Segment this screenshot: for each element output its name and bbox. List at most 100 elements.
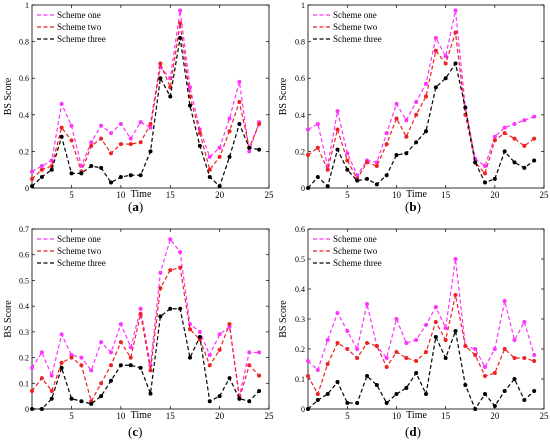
series-3-point (483, 180, 487, 185)
y-tick-label: 0.8 (295, 38, 305, 47)
series-3-point (404, 386, 409, 390)
series-2-point (365, 341, 369, 345)
plot-frame (31, 228, 270, 410)
x-tick-label: 15 (166, 190, 176, 200)
series-3-point (207, 175, 212, 180)
series-3-point (247, 399, 252, 404)
series-3-point (188, 103, 192, 108)
series-1-point (39, 164, 44, 169)
x-axis-label: Time (406, 410, 427, 421)
series-3-point (463, 105, 468, 110)
x-tick-label: 10 (392, 411, 402, 421)
series-3-point (237, 121, 242, 126)
x-tick-label: 20 (215, 190, 225, 200)
series-2-point (128, 142, 133, 147)
x-tick-label: 15 (166, 411, 176, 421)
series-2-point (492, 371, 497, 375)
series-2-point (197, 131, 202, 136)
series-1-point (109, 131, 113, 136)
series-3-point (109, 378, 113, 383)
series-3-point (30, 407, 34, 411)
series-1-point (335, 311, 340, 315)
series-2-point (257, 373, 262, 378)
series-1-point (492, 134, 497, 139)
series-1-point (178, 8, 183, 13)
series-1-point (79, 355, 84, 360)
series-3-point (473, 160, 478, 165)
series-2-point (49, 389, 54, 393)
series-1-point (207, 353, 212, 357)
series-2-point (217, 154, 222, 159)
series-3-point (325, 184, 330, 189)
series-1-point (522, 118, 527, 123)
series-2-point (374, 164, 379, 169)
series-3-point (207, 399, 212, 404)
legend-label-2: Scheme two (57, 246, 102, 256)
series-2-point (512, 356, 517, 360)
series-3-point (257, 389, 262, 393)
series-3-point (227, 154, 232, 159)
y-tick-label: 0.2 (19, 147, 29, 156)
series-1-point (453, 8, 458, 13)
series-1-point (512, 338, 517, 342)
series-3-point (374, 182, 379, 187)
series-1-point (424, 81, 428, 86)
chart-panel-c: 5 10 15 20 25 0 0.1 0.2 0.3 0.4 0.5 0.6 0.7 Time BS Sc… (0, 222, 275, 447)
series-3-point (433, 85, 438, 90)
series-1-point (355, 347, 360, 351)
series-3-point (99, 165, 104, 170)
series-1-point (414, 338, 419, 342)
series-3-point (394, 153, 399, 158)
series-2-point (158, 61, 163, 66)
series-3-point (483, 392, 487, 396)
x-tick-label: 10 (116, 411, 126, 421)
series-1-point (492, 347, 497, 351)
series-2-point (59, 360, 64, 365)
series-2-point (207, 167, 212, 172)
series-2-point (365, 160, 369, 165)
series-1-point (69, 123, 74, 128)
series-3-point (99, 394, 104, 399)
series-1-point (99, 340, 104, 345)
legend-label-2: Scheme two (333, 246, 378, 256)
series-3-point (89, 164, 94, 169)
series-1-point (118, 121, 123, 126)
series-1-point (247, 350, 252, 355)
y-axis-label: BS Score (3, 300, 14, 338)
series-3-point (109, 180, 113, 185)
y-tick-label: 0.2 (295, 147, 305, 156)
series-1-point (483, 365, 487, 369)
series-3-point (532, 158, 537, 163)
chart-panel-d: 5 10 15 20 25 0 0.1 0.2 0.3 0.4 0.5 0.6 Time BS Score… (275, 222, 550, 447)
series-1-point (217, 145, 222, 150)
series-3-point (138, 365, 143, 370)
series-1-point (89, 140, 94, 145)
series-3-point (355, 401, 360, 405)
y-tick-label: 0.4 (19, 302, 29, 311)
y-tick-label: 0.3 (295, 315, 305, 324)
series-3-point (502, 149, 507, 154)
series-3-point (49, 167, 54, 172)
series-1-point (414, 99, 419, 104)
series-2-point (69, 355, 74, 360)
series-2-point (148, 368, 153, 373)
series-3-point (414, 140, 419, 145)
series-1-point (49, 373, 54, 378)
series-2-point (325, 167, 330, 172)
series-2-point (404, 356, 409, 360)
series-2-point (443, 61, 448, 66)
x-tick-label: 5 (69, 411, 74, 421)
y-tick-label: 0.1 (19, 379, 29, 388)
x-tick-label: 20 (215, 411, 225, 421)
y-tick-label: 0.6 (19, 74, 29, 83)
series-3-point (492, 176, 497, 181)
legend-label-1: Scheme one (57, 10, 101, 20)
series-1-point (168, 237, 173, 242)
x-tick-label: 5 (345, 411, 350, 421)
legend-label-3: Scheme three (57, 34, 106, 44)
series-2-point (532, 359, 537, 363)
series-line-1 (31, 10, 260, 173)
series-2-point (483, 374, 487, 378)
series-2-point (148, 121, 153, 126)
series-2-point (207, 363, 212, 368)
